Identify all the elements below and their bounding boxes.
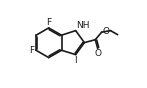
Text: NH: NH (76, 21, 90, 30)
Text: I: I (74, 56, 76, 65)
Text: O: O (102, 27, 109, 36)
Text: O: O (94, 49, 101, 58)
Text: F: F (46, 18, 51, 27)
Text: F: F (29, 46, 34, 55)
